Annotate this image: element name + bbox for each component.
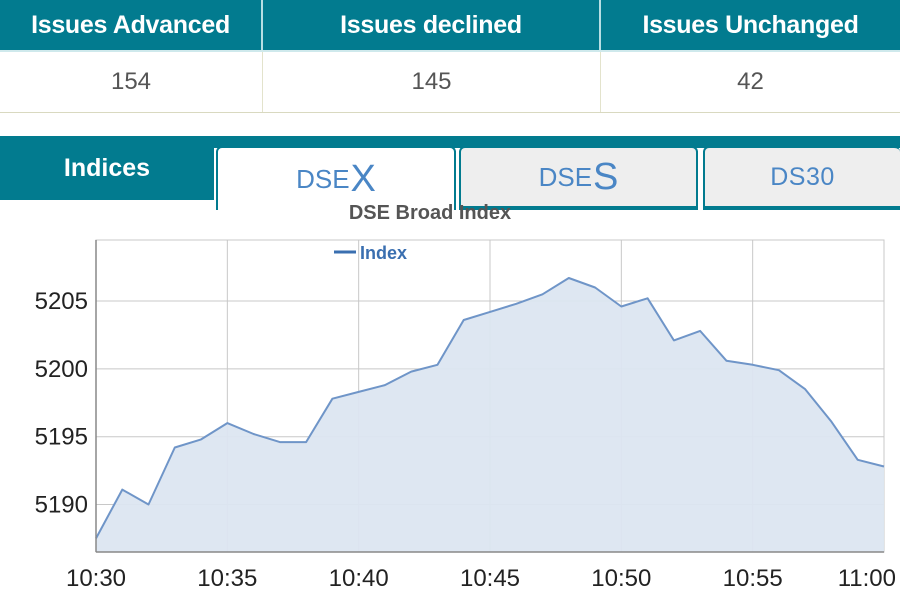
stats-header-declined: Issues declined	[263, 0, 601, 50]
stats-header-unchanged: Issues Unchanged	[642, 10, 859, 39]
tab-strip	[0, 136, 900, 148]
y-tick-label: 5195	[35, 424, 88, 451]
tab-dses[interactable]: DSE S	[459, 146, 698, 206]
chart-title: DSE Broad Index	[349, 202, 511, 224]
tab-dsex-prefix: DSE	[296, 163, 350, 194]
x-tick-label: 10:55	[723, 565, 783, 592]
stats-header-advanced: Issues Advanced	[0, 0, 263, 50]
stats-header-row: Issues Advanced Issues declined Issues U…	[0, 0, 900, 50]
stats-value-advanced: 154	[0, 52, 263, 112]
x-axis-ticks: 10:30 10:35 10:40 10:45 10:50 10:55 11:00	[66, 565, 896, 592]
index-tab-bar: Indices DSE X DSE S DS30	[0, 136, 900, 210]
tab-dsex[interactable]: DSE X	[216, 146, 456, 210]
legend-entry-index: Index	[360, 243, 407, 263]
series-index-line	[95, 277, 885, 539]
x-tick-label: 10:40	[329, 565, 389, 592]
tab-dses-prefix: DSE	[538, 161, 593, 192]
chart-area-series	[95, 240, 885, 553]
tab-dses-suffix: S	[593, 155, 619, 198]
series-index-area	[96, 278, 884, 552]
indices-section-label: Indices	[0, 136, 214, 200]
x-tick-label: 10:45	[460, 565, 520, 592]
chart-legend: Index	[334, 243, 407, 263]
tab-dses-underline	[459, 206, 698, 210]
x-tick-label: 11:00	[838, 565, 896, 592]
x-tick-label: 10:35	[197, 565, 257, 592]
y-axis-ticks: 5190 5195 5200 5205	[35, 288, 88, 518]
tab-dsex-suffix: X	[350, 157, 376, 200]
y-tick-label: 5190	[35, 492, 88, 519]
y-tick-label: 5205	[35, 288, 88, 315]
stats-value-row: 154 145 42	[0, 50, 900, 112]
stats-value-declined: 145	[263, 52, 601, 112]
tab-ds30-label: DS30	[770, 162, 835, 191]
tab-ds30[interactable]: DS30	[703, 146, 900, 206]
x-tick-label: 10:30	[66, 565, 126, 592]
market-stats-table: Issues Advanced Issues declined Issues U…	[0, 0, 900, 113]
stats-value-unchanged: 42	[737, 68, 764, 95]
x-tick-label: 10:50	[591, 565, 651, 592]
tab-ds30-underline	[703, 206, 900, 210]
y-tick-label: 5200	[35, 356, 88, 383]
